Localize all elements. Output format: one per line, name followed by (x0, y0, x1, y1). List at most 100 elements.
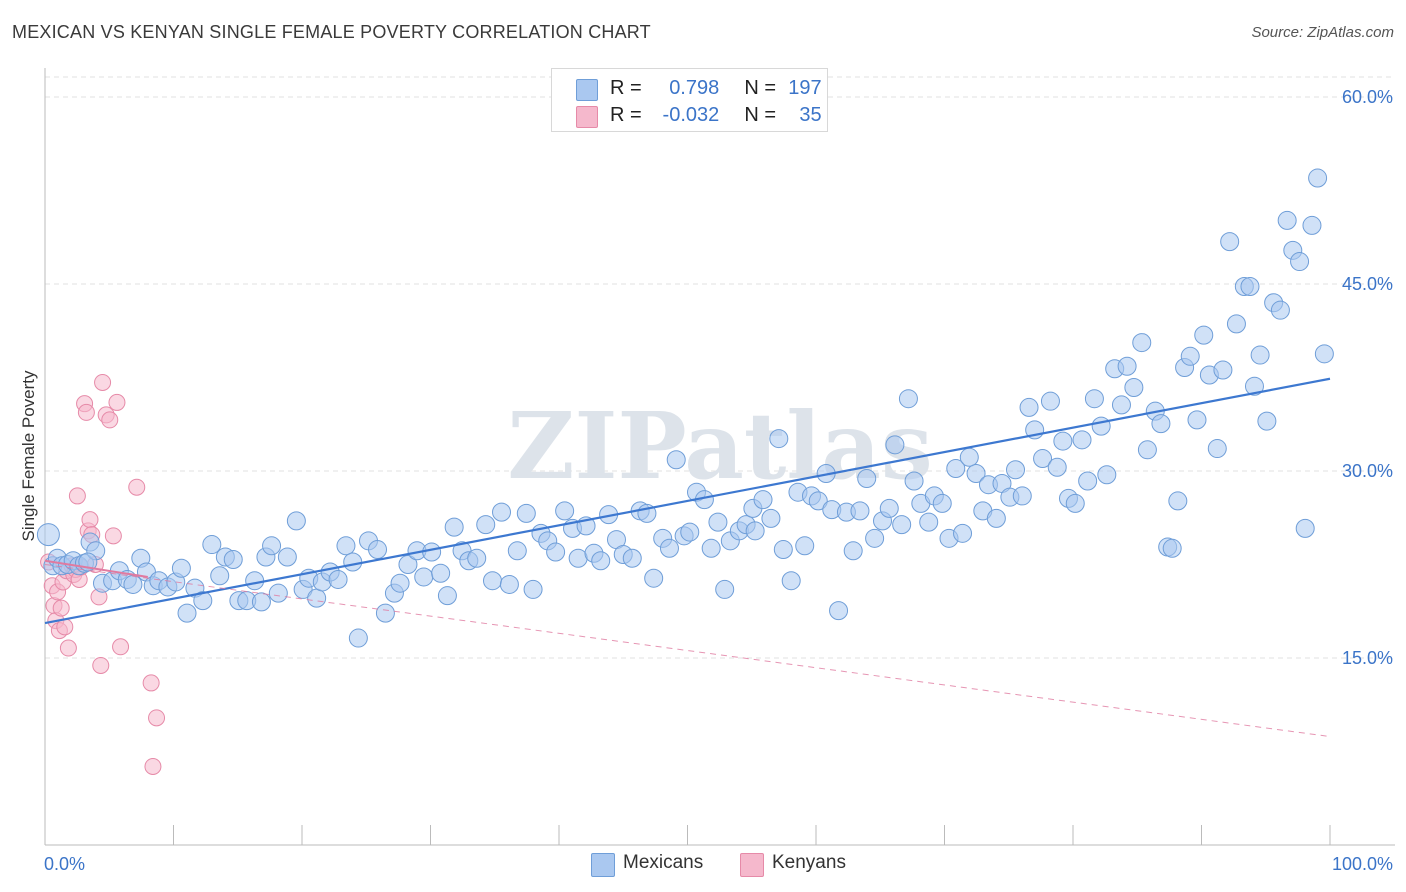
kenyans-point (128, 478, 146, 496)
legend-r-label: R = (610, 77, 642, 99)
kenyans-point (52, 599, 70, 617)
mexicans-point (1111, 395, 1131, 415)
mexicans-point (1084, 389, 1104, 409)
mexicans-point (1053, 431, 1073, 451)
mexicans-point (546, 542, 566, 562)
mexicans-point (966, 463, 986, 483)
kenyans-point (101, 411, 119, 429)
kenyans-point (77, 403, 95, 421)
mexicans-point (251, 592, 271, 612)
mexicans-point (1132, 333, 1152, 353)
mexicans-point (223, 550, 243, 570)
y-axis-label: Single Female Poverty (19, 370, 38, 542)
mexicans-point (414, 567, 434, 587)
mexicans-point (1295, 518, 1315, 538)
mexicans-point (1257, 411, 1277, 431)
legend-n-value: 35 (799, 104, 822, 126)
mexicans-point (202, 535, 222, 555)
y-tick-label: 45.0% (1342, 274, 1393, 294)
mexicans-point (482, 571, 502, 591)
mexicans-point (946, 459, 966, 479)
mexicans-point (773, 540, 793, 560)
mexicans-point (516, 503, 536, 523)
mexicans-point (171, 558, 191, 578)
mexicans-point (328, 569, 348, 589)
mexicans-point (177, 603, 197, 623)
mexicans-point (904, 471, 924, 491)
bottom-legend-swatch-blue (591, 853, 615, 877)
mexicans-point (1290, 252, 1310, 272)
legend-r-value: 0.798 (669, 77, 720, 99)
mexicans-point (1151, 414, 1171, 434)
mexicans-point (210, 566, 230, 586)
mexicans-point (932, 493, 952, 513)
mexicans-point (268, 583, 288, 603)
mexicans-point (1047, 457, 1067, 477)
mexicans-point (1117, 356, 1137, 376)
mexicans-point (555, 501, 575, 521)
mexicans-point (829, 601, 849, 621)
mexicans-point (1277, 210, 1297, 230)
kenyans-point (94, 373, 112, 391)
y-tick-label: 30.0% (1342, 461, 1393, 481)
mexicans-point (1040, 391, 1060, 411)
mexicans-point (781, 571, 801, 591)
mexicans-point (953, 523, 973, 543)
mexicans-point (1302, 215, 1322, 235)
mexicans-point (1137, 440, 1157, 460)
mexicans-point (1162, 538, 1182, 558)
mexicans-point (1097, 465, 1117, 485)
mexicans-point (368, 540, 388, 560)
tick-labels: 15.0% 30.0% 45.0% 60.0% 0.0% 100.0% (44, 87, 1393, 874)
mexicans-point (1226, 314, 1246, 334)
kenyans-point (92, 656, 110, 674)
mexicans-point (843, 541, 863, 561)
mexicans-point (885, 435, 905, 455)
mexicans-point (850, 501, 870, 521)
mexicans-point (761, 508, 781, 528)
mexicans-point (1213, 360, 1233, 380)
mexicans-point (499, 574, 519, 594)
mexicans-point (444, 517, 464, 537)
mexicans-point (591, 551, 611, 571)
mexicans-point (507, 541, 527, 561)
x-tick-label: 0.0% (44, 854, 85, 874)
kenyans-point (104, 527, 122, 545)
mexicans-point (431, 563, 451, 583)
mexicans-point (745, 521, 765, 541)
mexicans-point (1006, 460, 1026, 480)
mexicans-point (1187, 410, 1207, 430)
x-tick-label: 100.0% (1332, 854, 1393, 874)
mexicans-point (1270, 300, 1290, 320)
mexicans-point (1019, 397, 1039, 417)
kenyans-trend-line-dashed (44, 564, 1331, 738)
mexicans-point (680, 522, 700, 542)
mexicans-point (1240, 276, 1260, 296)
mexicans-point (343, 552, 363, 572)
mexicans-point (879, 498, 899, 518)
legend-r-label: R = (610, 104, 642, 126)
bottom-legend-label: Mexicans (623, 852, 704, 873)
mexicans-point (398, 555, 418, 574)
mexicans-point (307, 588, 327, 608)
kenyans-point (144, 757, 162, 775)
kenyans-point (142, 674, 160, 692)
mexicans-point (865, 528, 885, 548)
mexicans-trend-line (44, 377, 1331, 625)
mexicans-point (808, 491, 828, 511)
mexicans-point (898, 389, 918, 409)
kenyans-point (81, 511, 99, 529)
mexicans-point (390, 573, 410, 593)
mexicans-point (1091, 416, 1111, 436)
mexicans-point (492, 502, 512, 522)
kenyans-point (148, 709, 166, 727)
source-label: Source: ZipAtlas.com (1251, 24, 1394, 41)
mexicans-point (1207, 439, 1227, 459)
legend-swatch-pink (576, 106, 598, 128)
mexicans-point (467, 548, 487, 568)
mexicans-point (1194, 325, 1214, 345)
mexicans-point (437, 586, 457, 606)
mexicans-point (245, 571, 265, 591)
legend-n-label: N = (744, 104, 777, 126)
